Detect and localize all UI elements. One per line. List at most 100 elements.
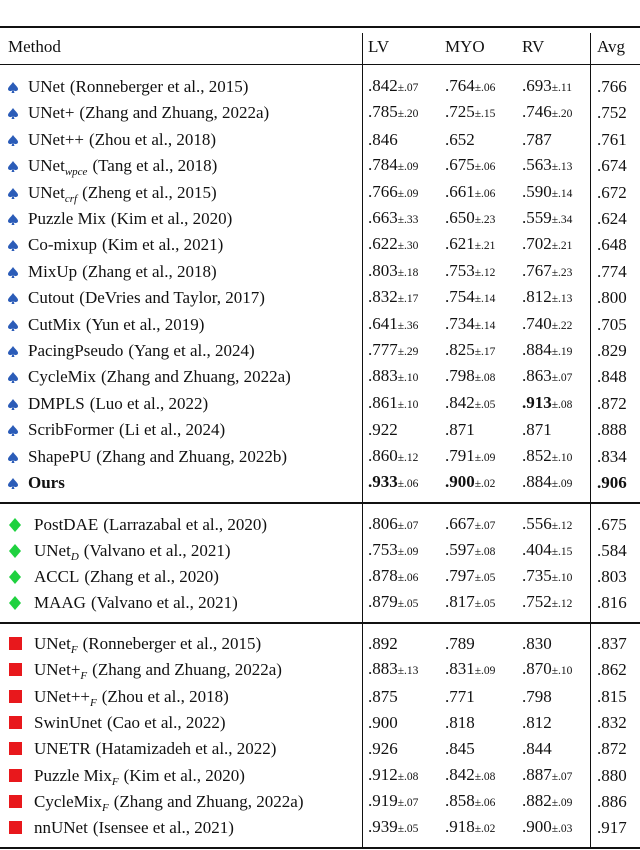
method-name: UNet+ <box>28 103 75 123</box>
method-cell: UNetcrf (Zheng et al., 2015) <box>28 182 217 205</box>
score-value: .752 <box>522 592 552 611</box>
score-cell: .842±.08 <box>445 765 495 787</box>
rule <box>0 622 640 624</box>
score-value: .892 <box>368 634 398 653</box>
score-cell: .766 <box>597 77 627 97</box>
score-cell: .740±.22 <box>522 314 572 336</box>
score-value: .766 <box>597 77 627 96</box>
marker-square <box>9 742 22 756</box>
score-value: .872 <box>597 739 627 759</box>
score-value: .922 <box>368 420 398 440</box>
score-cell: .812 <box>522 713 552 733</box>
score-cell: .912±.08 <box>368 765 418 787</box>
score-cell: .886 <box>597 792 627 812</box>
marker-spade <box>8 293 18 305</box>
method-cell: ScribFormer (Li et al., 2024) <box>28 420 225 440</box>
score-cell: .705 <box>597 315 627 335</box>
score-value: .705 <box>597 314 627 334</box>
rule <box>0 502 640 504</box>
score-std: ±.07 <box>397 82 419 94</box>
method-name: UNETR <box>34 739 91 759</box>
score-std: ±.14 <box>474 293 496 306</box>
score-std: ±.09 <box>474 451 496 464</box>
score-std: ±.21 <box>551 240 573 253</box>
method-name: UNet <box>28 77 65 96</box>
score-cell: .884±.09 <box>522 472 572 494</box>
method-cell: UNet+ (Zhang and Zhuang, 2022a) <box>28 103 269 123</box>
score-value: .648 <box>597 235 627 255</box>
score-value: .829 <box>597 341 627 360</box>
score-value: .888 <box>597 420 627 440</box>
rule <box>0 847 640 849</box>
score-std: ±.33 <box>397 214 419 226</box>
score-value: .825 <box>445 340 475 359</box>
score-value: .753 <box>368 540 398 559</box>
score-value: .787 <box>522 129 552 149</box>
score-value: .746 <box>522 102 552 122</box>
score-std: ±.15 <box>551 546 573 558</box>
header-cell: Method <box>8 37 61 56</box>
score-cell: .871 <box>522 420 552 440</box>
score-cell: .933±.06 <box>368 472 418 494</box>
score-value: .785 <box>368 102 398 122</box>
score-value: .875 <box>368 686 398 706</box>
score-cell: .791±.09 <box>445 446 495 468</box>
score-value: .761 <box>597 129 627 149</box>
score-cell: .818 <box>445 713 475 733</box>
score-cell: .883±.13 <box>368 659 418 681</box>
score-value: .900 <box>522 817 552 837</box>
method-name: UNet <box>28 182 65 202</box>
method-cell: UNet++F (Zhou et al., 2018) <box>34 687 229 709</box>
score-value: .624 <box>597 209 627 228</box>
marker-spade <box>8 134 18 146</box>
marker-square <box>9 768 22 782</box>
score-std: ±.03 <box>551 823 573 836</box>
method-subscript: F <box>102 801 109 814</box>
score-std: ±.11 <box>551 82 573 94</box>
score-cell: .766±.09 <box>368 182 418 204</box>
marker-spade <box>8 372 18 384</box>
method-cell: DMPLS (Luo et al., 2022) <box>28 394 208 414</box>
score-std: ±.30 <box>397 240 419 253</box>
score-std: ±.09 <box>551 478 573 490</box>
score-cell: .812±.13 <box>522 287 572 309</box>
score-value: .871 <box>522 420 552 440</box>
method-citation: (Kim et al., 2020) <box>123 765 245 785</box>
score-std: ±.02 <box>474 823 496 836</box>
score-cell: .817±.05 <box>445 592 495 614</box>
score-std: ±.17 <box>474 346 496 358</box>
method-citation: (Zhang and Zhuang, 2022a) <box>113 791 304 811</box>
method-name: nnUNet <box>34 818 88 838</box>
score-cell: .832 <box>597 713 627 733</box>
score-value: .621 <box>445 234 475 254</box>
score-value: .766 <box>368 181 398 201</box>
score-std: ±.14 <box>551 187 573 200</box>
method-citation: (Zhang and Zhuang, 2022a) <box>101 367 291 387</box>
score-cell: .803±.18 <box>368 261 418 283</box>
score-cell: .913±.08 <box>522 393 572 415</box>
score-value: .674 <box>597 156 627 176</box>
score-value: .917 <box>597 818 627 838</box>
score-cell: .622±.30 <box>368 234 418 256</box>
marker-diamond <box>9 544 21 558</box>
score-cell: .875 <box>368 687 398 707</box>
score-value: .753 <box>445 260 475 280</box>
score-value: .933 <box>368 472 398 491</box>
score-cell: .831±.09 <box>445 659 495 681</box>
method-citation: (Zhang et al., 2020) <box>84 567 219 586</box>
marker-spade <box>8 451 18 463</box>
score-cell: .806±.07 <box>368 514 418 536</box>
method-citation: (DeVries and Taylor, 2017) <box>79 288 265 308</box>
score-cell: .787 <box>522 130 552 150</box>
score-std: ±.12 <box>397 451 419 464</box>
score-cell: .852±.10 <box>522 446 572 468</box>
score-value: .887 <box>522 764 552 784</box>
score-value: .622 <box>368 234 398 254</box>
score-value: .919 <box>368 790 398 810</box>
method-cell: Puzzle Mix (Kim et al., 2020) <box>28 209 232 229</box>
score-cell: .860±.12 <box>368 446 418 468</box>
method-cell: Cutout (DeVries and Taylor, 2017) <box>28 288 265 308</box>
method-name: SwinUnet <box>34 712 102 732</box>
method-name: ACCL <box>34 567 80 586</box>
